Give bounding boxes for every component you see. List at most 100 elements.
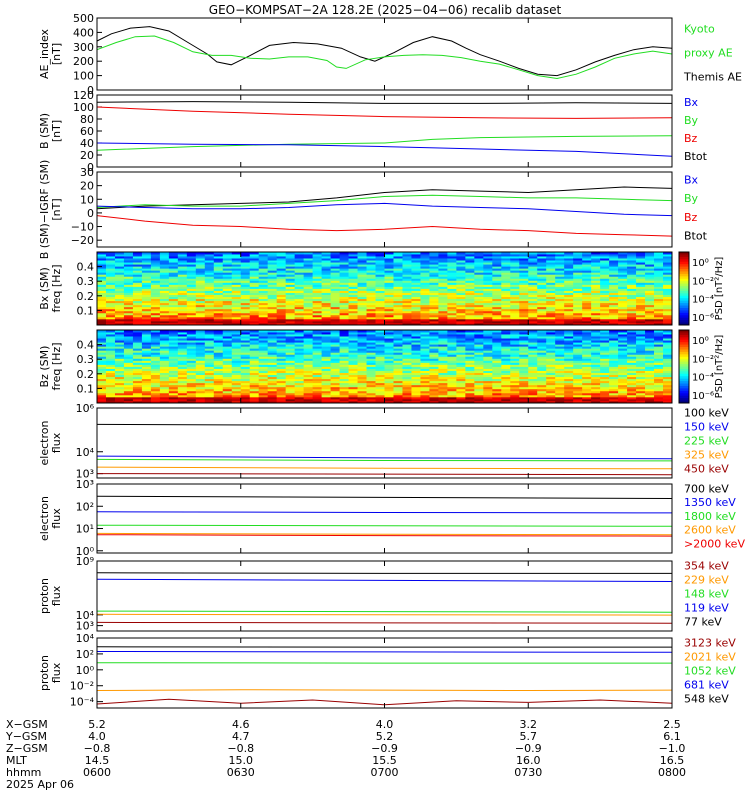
y-axis-label: Bz (SM) [38, 346, 51, 388]
spectrogram-cell [321, 400, 331, 404]
spectrogram-cell [429, 388, 439, 392]
spectrogram-cell [159, 266, 170, 269]
spectrogram-cell [501, 252, 511, 255]
spectrogram-cell [204, 346, 215, 349]
spectrogram-cell [375, 272, 385, 275]
spectrogram-cell [123, 342, 134, 345]
spectrogram-cell [465, 282, 475, 285]
spectrogram-cell [312, 372, 323, 376]
spectrogram-cell [483, 368, 493, 371]
spectrogram-cell [582, 300, 592, 304]
y-tick-label: 0.2 [77, 290, 95, 303]
spectrogram-cell [303, 360, 314, 363]
spectrogram-cell [609, 332, 619, 335]
spectrogram-cell [186, 366, 197, 369]
spectrogram-cell [654, 278, 664, 281]
spectrogram-cell [537, 390, 547, 394]
spectrogram-cell [573, 398, 583, 402]
spectrogram-cell [330, 388, 340, 392]
spectrogram-cell [465, 340, 475, 343]
spectrogram-cell [267, 384, 278, 388]
spectrogram-cell [393, 320, 403, 324]
spectrogram-cell [600, 372, 610, 376]
spectrogram-cell [573, 276, 583, 279]
spectrogram-cell [627, 314, 637, 318]
spectrogram-cell [492, 278, 502, 281]
spectrogram-cell [240, 336, 251, 339]
spectrogram-cell [204, 314, 215, 318]
spectrogram-cell [330, 356, 340, 359]
spectrogram-cell [618, 376, 628, 380]
spectrogram-cell [159, 314, 170, 318]
spectrogram-cell [465, 298, 475, 302]
spectrogram-cell [114, 286, 125, 289]
spectrogram-cell [627, 254, 637, 257]
series-line [96, 455, 673, 460]
spectrogram-cell [114, 316, 125, 320]
spectrogram-cell [519, 260, 529, 263]
spectrogram-cell [231, 382, 242, 386]
spectrogram-cell [564, 266, 574, 269]
spectrogram-cell [528, 276, 538, 279]
spectrogram-cell [483, 256, 493, 259]
spectrogram-cell [582, 282, 592, 285]
spectrogram-cell [114, 378, 125, 382]
spectrogram-cell [483, 344, 493, 347]
spectrogram-cell [429, 268, 439, 271]
spectrogram-cell [105, 254, 116, 257]
spectrogram-cell [249, 294, 260, 298]
spectrogram-cell [384, 334, 394, 337]
spectrogram-cell [105, 292, 116, 295]
spectrogram-cell [312, 376, 323, 380]
spectrogram-cell [384, 318, 394, 322]
spectrogram-cell [492, 346, 502, 349]
spectrogram-cell [132, 292, 143, 295]
spectrogram-cell [132, 368, 143, 371]
spectrogram-cell [591, 330, 601, 333]
spectrogram-cell [501, 384, 511, 388]
spectrogram-cell [492, 394, 502, 398]
spectrogram-cell [393, 304, 403, 308]
spectrogram-cell [240, 266, 251, 269]
spectrogram-cell [384, 278, 394, 281]
spectrogram-cell [97, 278, 107, 281]
spectrogram-cell [420, 278, 430, 281]
spectrogram-cell [645, 396, 655, 400]
spectrogram-cell [402, 352, 412, 355]
spectrogram-cell [663, 386, 673, 390]
spectrogram-cell [591, 394, 601, 398]
spectrogram-cell [600, 348, 610, 351]
spectrogram-cell [618, 374, 628, 378]
spectrogram-cell [420, 296, 430, 300]
spectrogram-cell [411, 396, 421, 400]
spectrogram-cell [420, 344, 430, 347]
spectrogram-cell [402, 340, 412, 343]
spectrogram-cell [537, 262, 547, 265]
spectrogram-cell [546, 334, 556, 337]
spectrogram-cell [357, 306, 367, 310]
spectrogram-cell [97, 366, 107, 369]
spectrogram-cell [97, 282, 107, 285]
spectrogram-cell [348, 392, 358, 396]
spectrogram-cell [582, 262, 592, 265]
spectrogram-cell [267, 274, 278, 277]
spectrogram-cell [564, 396, 574, 400]
spectrogram-cell [159, 360, 170, 363]
spectrogram-cell [312, 298, 323, 302]
spectrogram-cell [141, 318, 152, 322]
spectrogram-cell [393, 260, 403, 263]
spectrogram-cell [123, 370, 134, 373]
spectrogram-cell [312, 384, 323, 388]
spectrogram-cell [555, 274, 565, 277]
spectrogram-cell [357, 264, 367, 267]
spectrogram-cell [321, 284, 331, 287]
spectrogram-cell [420, 386, 430, 390]
spectrogram-cell [141, 266, 152, 269]
spectrogram-cell [132, 336, 143, 339]
spectrogram-cell [609, 352, 619, 355]
spectrogram-cell [249, 392, 260, 396]
spectrogram-cell [285, 296, 296, 300]
spectrogram-cell [645, 386, 655, 390]
spectrogram-cell [141, 336, 152, 339]
spectrogram-cell [483, 360, 493, 363]
